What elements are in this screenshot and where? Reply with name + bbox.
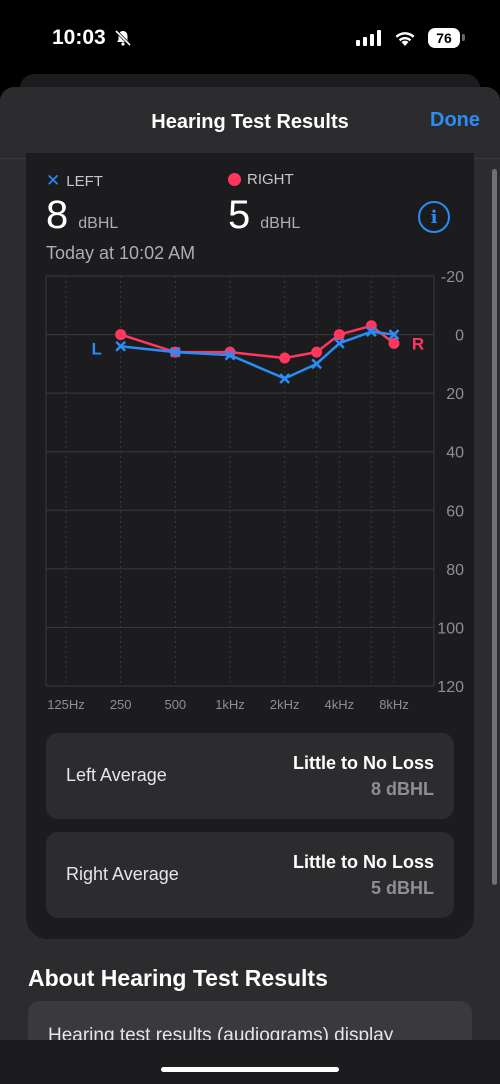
right-data-point	[279, 352, 291, 364]
x-tick-label: 8kHz	[379, 697, 409, 712]
x-tick-label: 1kHz	[215, 697, 245, 712]
y-tick-label: -20	[441, 269, 464, 286]
right-dot-marker-icon	[228, 173, 241, 186]
left-x-marker-icon: ✕	[46, 171, 61, 190]
right-average-box: Right Average Little to No Loss 5 dBHL	[46, 832, 454, 918]
y-tick-label: 60	[446, 503, 464, 520]
right-data-point	[388, 337, 400, 349]
navigation-bar: Hearing Test Results Done	[0, 87, 500, 159]
left-unit: dBHL	[78, 215, 119, 232]
x-tick-label: 2kHz	[270, 697, 300, 712]
left-data-point	[311, 358, 323, 370]
legend-left: ✕ LEFT	[46, 171, 103, 191]
left-data-point	[224, 349, 236, 361]
x-tick-label: 500	[164, 697, 186, 712]
right-data-point	[333, 329, 345, 341]
right-data-point	[365, 320, 377, 332]
y-tick-label: 20	[446, 386, 464, 403]
status-icons: 76	[356, 28, 465, 48]
series-line-l	[120, 330, 395, 380]
about-section-title: About Hearing Test Results	[28, 965, 328, 991]
results-sheet: Hearing Test Results Done ✕ LEFT RIGHT 8…	[0, 87, 500, 1084]
y-tick-label: 80	[446, 562, 464, 579]
info-icon[interactable]: i	[418, 201, 450, 233]
y-tick-label: 0	[455, 328, 464, 345]
scrollbar[interactable]	[492, 169, 497, 885]
cellular-signal-icon	[356, 30, 381, 46]
wifi-icon	[395, 32, 415, 46]
bottom-area	[0, 1040, 500, 1084]
test-timestamp: Today at 10:02 AM	[46, 243, 196, 263]
right-unit: dBHL	[260, 215, 301, 232]
series-line-r	[120, 324, 395, 360]
left-data-point	[365, 326, 377, 338]
y-tick-label: 120	[437, 679, 464, 696]
page-title: Hearing Test Results	[151, 111, 349, 133]
series-label-left: L	[91, 339, 101, 358]
status-bar: 10:03 76	[0, 0, 500, 76]
time-label: 10:03	[52, 26, 106, 49]
y-tick-label: 100	[437, 620, 464, 637]
right-average-status: Little to No Loss	[293, 852, 434, 872]
left-data-point	[169, 346, 181, 358]
right-value: 5	[228, 193, 251, 237]
left-data-point	[115, 340, 127, 352]
left-average-value: 8 dBHL	[371, 779, 434, 799]
y-tick-label: 40	[446, 445, 464, 462]
x-tick-label: 250	[110, 697, 132, 712]
right-average-value: 5 dBHL	[371, 878, 434, 898]
audiogram-card: ✕ LEFT RIGHT 8 dBHL 5 dBHL i Today at 10…	[26, 153, 474, 939]
left-average-label: Left Average	[66, 765, 167, 785]
left-value: 8	[46, 193, 69, 237]
legend-right-label: RIGHT	[247, 171, 294, 188]
legend-right: RIGHT	[228, 171, 294, 188]
home-indicator[interactable]	[161, 1067, 339, 1072]
left-data-point	[279, 373, 291, 384]
series-label-right: R	[412, 334, 424, 353]
right-value-group: 5 dBHL	[228, 193, 300, 238]
x-tick-label: 125Hz	[47, 697, 85, 712]
left-average-box: Left Average Little to No Loss 8 dBHL	[46, 733, 454, 819]
left-average-status: Little to No Loss	[293, 753, 434, 773]
right-average-label: Right Average	[66, 864, 179, 884]
legend-left-label: LEFT	[66, 172, 103, 190]
done-button[interactable]: Done	[430, 109, 480, 131]
bell-slash-icon	[114, 29, 131, 47]
left-value-group: 8 dBHL	[46, 193, 118, 238]
status-time: 10:03	[52, 26, 132, 50]
audiogram-chart: -20 0 20 40 60 80 100 120 125Hz 250 500 1kHz 2kHz 4kH…	[45, 269, 464, 712]
battery-icon: 76	[428, 28, 465, 48]
right-data-point	[311, 346, 323, 358]
left-data-point	[333, 337, 345, 349]
right-data-point	[115, 329, 127, 341]
left-data-point	[388, 329, 400, 340]
x-tick-label: 4kHz	[325, 697, 355, 712]
